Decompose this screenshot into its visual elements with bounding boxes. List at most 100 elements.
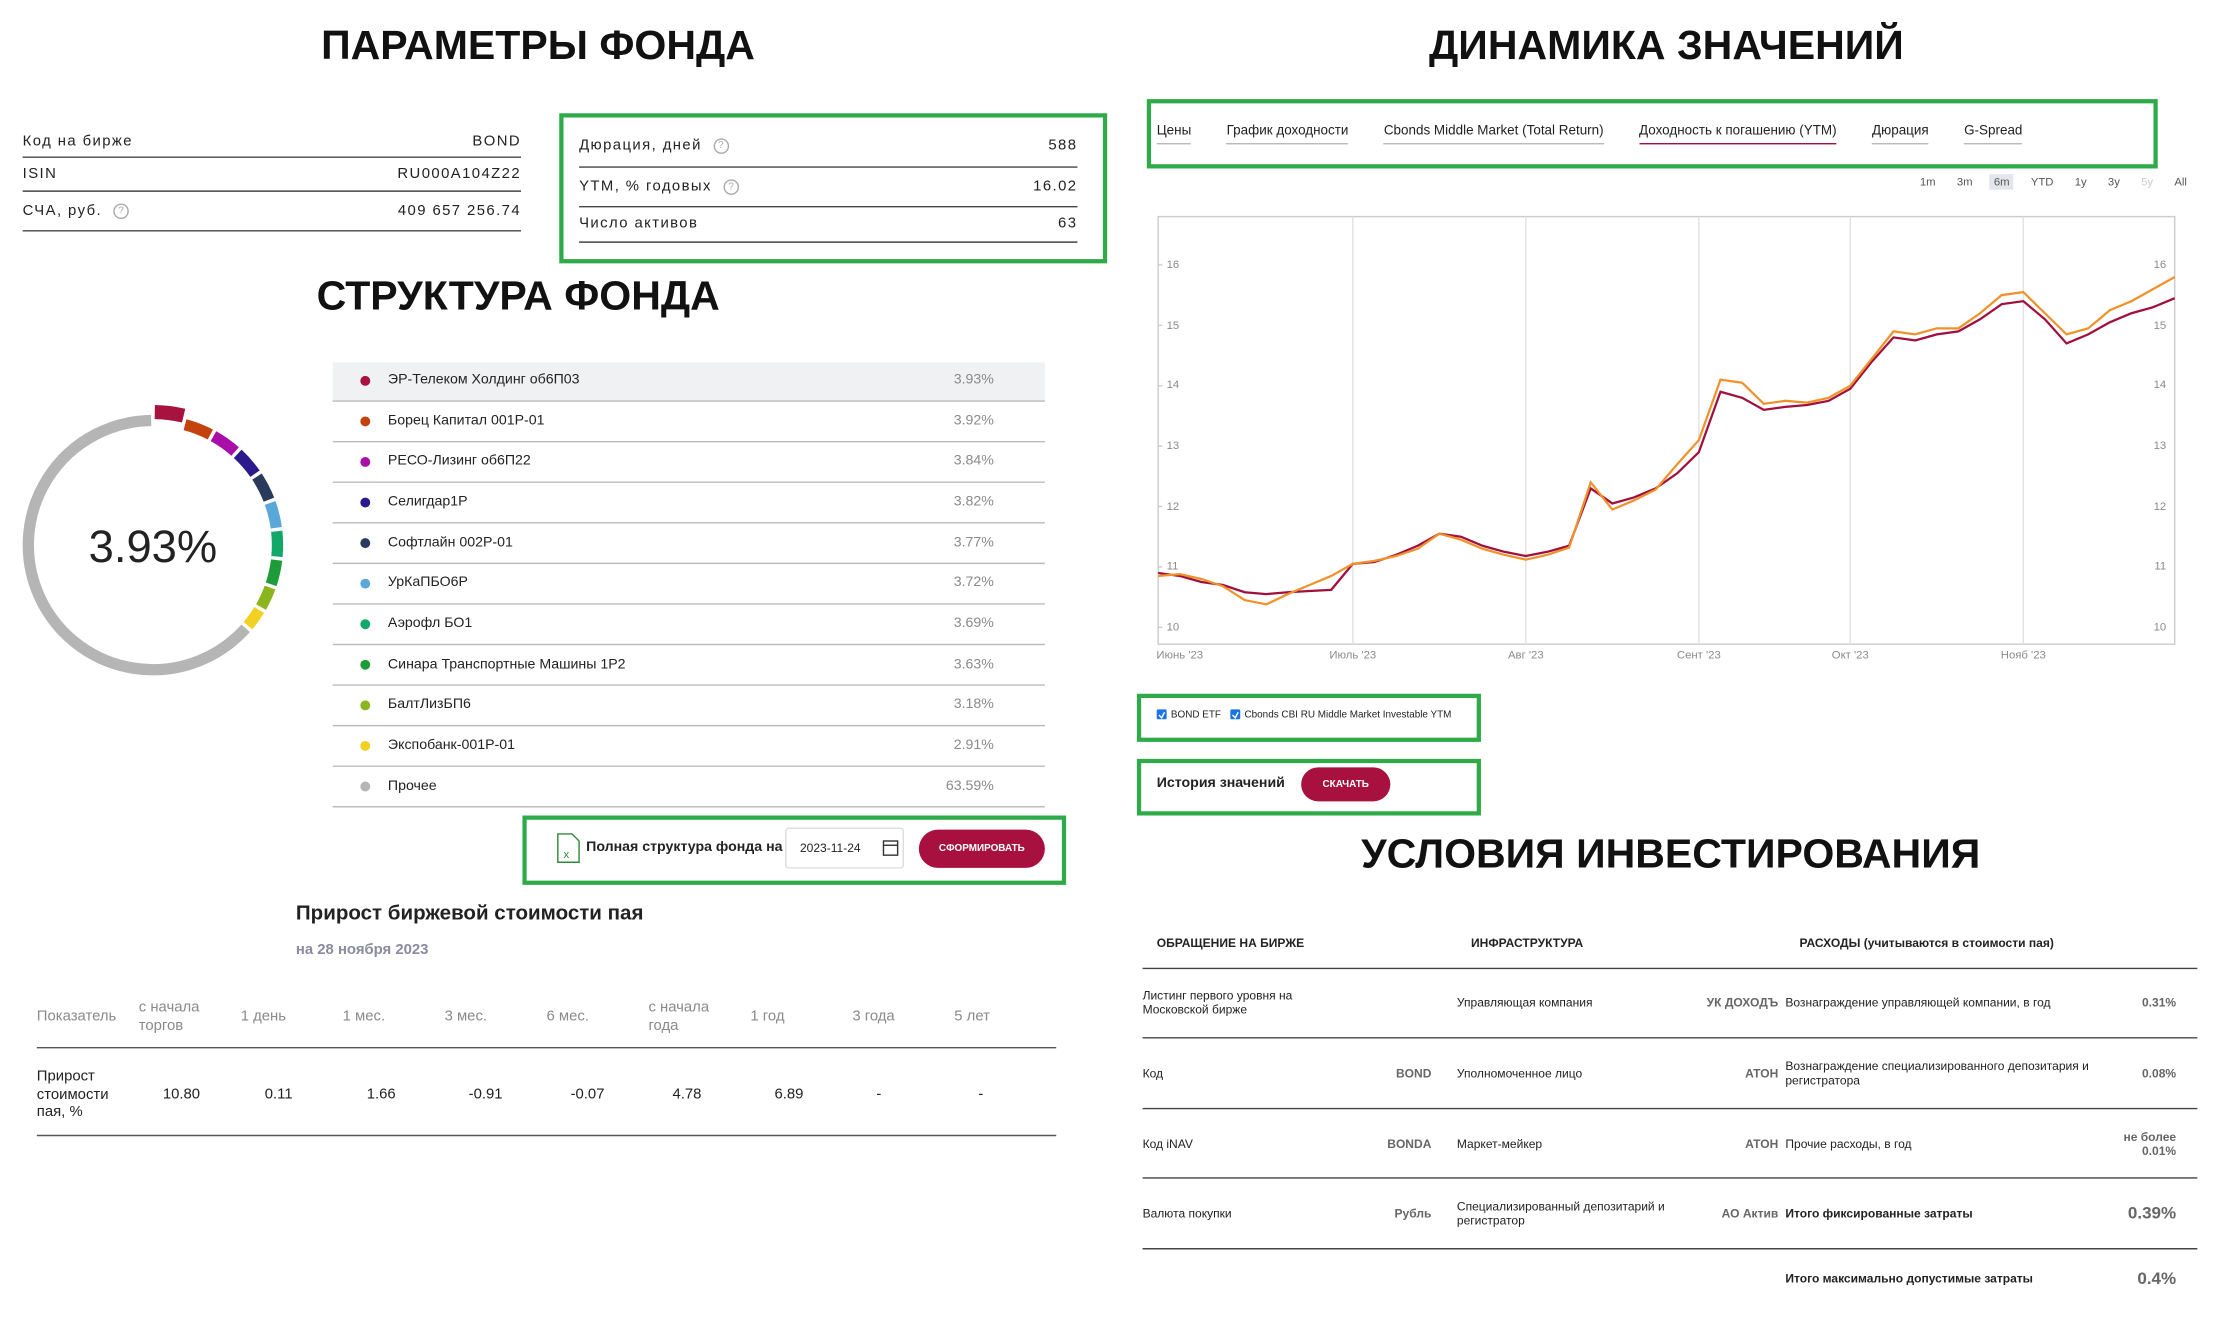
help-icon[interactable]: ? [723,178,739,195]
param-label: СЧА, руб.? [23,202,129,220]
series-line [1157,297,2176,596]
cell: Вознаграждение специализированного депоз… [1785,1058,2089,1088]
legend-name: ЭР-Телеком Холдинг об6П03 [387,372,580,388]
legend-dot [360,538,371,549]
donut-segment [265,559,283,587]
y2-tick-label: 15 [2153,318,2167,332]
y-tick-label: 11 [1166,560,1179,573]
donut-segment [256,585,276,610]
date-value: 2023-11-24 [799,840,861,856]
range-button[interactable]: All [2174,175,2187,189]
legend-value: 3.63% [953,656,994,672]
param-value: BOND [472,132,522,150]
section-title: ПАРАМЕТРЫ ФОНДА [321,23,755,69]
x-tick-label: Июль '23 [1329,648,1377,662]
column-header: Показатель [36,1007,117,1025]
tab[interactable]: Доходность к погашению (YTM) [1639,123,1837,145]
export-box [522,815,1067,885]
tab[interactable]: Цены [1156,123,1192,145]
key-param-label-text: YTM, % годовых [579,177,712,195]
x-tick-label: Июнь '23 [1156,648,1204,662]
x-tick-label: Авг '23 [1508,648,1544,662]
range-button[interactable]: 1y [2074,175,2087,189]
y2-tick-label: 13 [2153,439,2167,453]
download-button[interactable]: СКАЧАТЬ [1301,767,1391,802]
cell: Листинг первого уровня на Московской бир… [1142,987,1293,1017]
range-bar: 1m 3m 6m YTD 1y 3y 5y All [1916,174,2192,190]
cell: Специализированный депозитарий и регистр… [1456,1198,1665,1228]
tab[interactable]: График доходности [1226,123,1349,145]
column-header: 6 мес. [546,1007,589,1025]
legend-value: 3.69% [953,615,994,632]
legend-dot [360,659,371,670]
donut-segment [243,606,265,630]
donut-segment [154,404,186,423]
tab[interactable]: G-Spread [1964,123,2023,145]
legend-value: 3.72% [953,575,994,591]
cell: 0.4% [2137,1268,2177,1289]
legend-value: 3.84% [953,453,994,470]
key-param-label: Число активов [579,215,698,233]
key-param-label: Дюрация, дней? [579,137,729,155]
donut-segment [233,449,260,478]
legend-dot [360,700,371,711]
column-header: 1 год [750,1007,785,1025]
range-button[interactable]: YTD [2030,175,2054,189]
legend-dot [360,457,371,467]
section-title: УСЛОВИЯ ИНВЕСТИРОВАНИЯ [1361,831,1981,878]
legend-name: Софтлайн 002Р-01 [387,534,513,551]
form-button[interactable]: СФОРМИРОВАТЬ [918,829,1045,868]
key-param-value: 588 [1048,136,1078,154]
history-label: История значений [1156,775,1285,792]
tab[interactable]: Дюрация [1872,123,1929,145]
legend-name: БалтЛизБП6 [387,696,471,713]
y-tick-label: 13 [1166,439,1180,453]
cell: 10.80 [162,1085,201,1103]
column-header: 3 года [852,1007,895,1025]
range-button[interactable]: 3m [1956,175,1973,189]
legend-value: 63.59% [945,777,994,794]
legend-label[interactable]: Cbonds CBI RU Middle Market Investable Y… [1244,710,1452,721]
legend-label[interactable]: BOND ETF [1170,710,1221,721]
tab[interactable]: Cbonds Middle Market (Total Return) [1383,123,1604,145]
legend-checkbox [1230,709,1241,720]
key-param-value: 16.02 [1033,177,1078,195]
history-box [1136,758,1481,816]
cell: Управляющая компания [1456,995,1593,1010]
cell: АТОН [1745,1065,1779,1081]
calendar-icon [882,840,899,856]
legend-value: 3.93% [953,372,994,388]
range-button[interactable]: 1m [1919,175,1936,189]
legend-checkbox [1156,709,1167,720]
donut-segment [252,473,275,502]
cell: Маркет-мейкер [1456,1136,1543,1151]
legend-dot [360,619,371,630]
cell: Код [1142,1065,1164,1081]
tab-bar: Цены График доходности Cbonds Middle Marke… [1156,123,2023,145]
section-title: СТРУКТУРА ФОНДА [316,274,720,320]
legend-name: Синара Транспортные Машины 1Р2 [387,656,626,672]
range-button[interactable]: 3y [2107,175,2120,189]
cell: -0.07 [570,1085,605,1103]
tabs-box [1146,99,2158,169]
range-button[interactable]: 6m [1989,174,2014,190]
help-icon[interactable]: ? [713,137,729,154]
donut-center-label: 3.93% [88,520,218,572]
help-icon[interactable]: ? [113,203,129,219]
range-button[interactable]: 5y [2141,175,2154,189]
cell: 6.89 [774,1085,804,1103]
column-header: с начала года [648,998,710,1034]
donut-segment [183,419,213,440]
series-line [1158,276,2176,606]
y-tick-label: 12 [1166,499,1180,513]
cell: - [978,1085,984,1103]
column-header: 5 лет [954,1007,990,1025]
cell: 1.66 [366,1085,396,1103]
date-input [785,827,905,869]
donut-segment [210,431,239,456]
y-tick-label: 16 [1166,258,1180,271]
legend-box [1136,693,1481,742]
section-title: ДИНАМИКА ЗНАЧЕНИЙ [1429,23,1904,69]
